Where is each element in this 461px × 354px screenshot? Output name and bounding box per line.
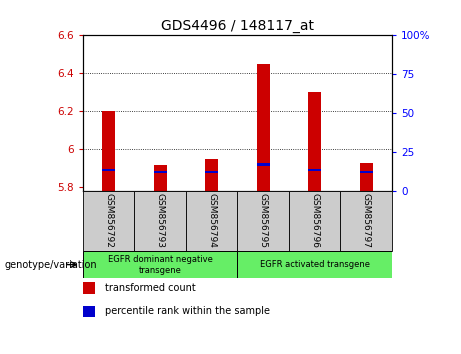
Bar [205,159,218,191]
Text: GSM856796: GSM856796 [310,193,319,248]
Bar [257,64,270,191]
Text: genotype/variation: genotype/variation [5,259,97,270]
Text: GSM856797: GSM856797 [361,193,371,248]
Text: percentile rank within the sample: percentile rank within the sample [105,307,270,316]
Bar [186,191,237,251]
Bar [83,306,95,317]
Bar [360,163,372,191]
Bar [308,92,321,191]
Bar [237,191,289,251]
Bar [289,191,340,251]
Text: EGFR dominant negative
transgene: EGFR dominant negative transgene [108,255,213,275]
Text: GSM856795: GSM856795 [259,193,268,248]
Bar [154,171,166,173]
Bar [237,251,392,278]
Text: GSM856792: GSM856792 [104,193,113,248]
Text: transformed count: transformed count [105,284,195,293]
Bar [83,251,237,278]
Text: EGFR activated transgene: EGFR activated transgene [260,260,370,269]
Bar [340,191,392,251]
Bar [102,169,115,171]
Bar [83,191,135,251]
Bar [135,191,186,251]
Bar [154,165,166,191]
Title: GDS4496 / 148117_at: GDS4496 / 148117_at [161,19,314,33]
Bar [205,171,218,173]
Text: GSM856794: GSM856794 [207,193,216,248]
Bar [257,163,270,166]
Bar [83,282,95,294]
Text: GSM856793: GSM856793 [156,193,165,248]
Bar [360,171,372,173]
Bar [102,112,115,191]
Bar [308,169,321,171]
